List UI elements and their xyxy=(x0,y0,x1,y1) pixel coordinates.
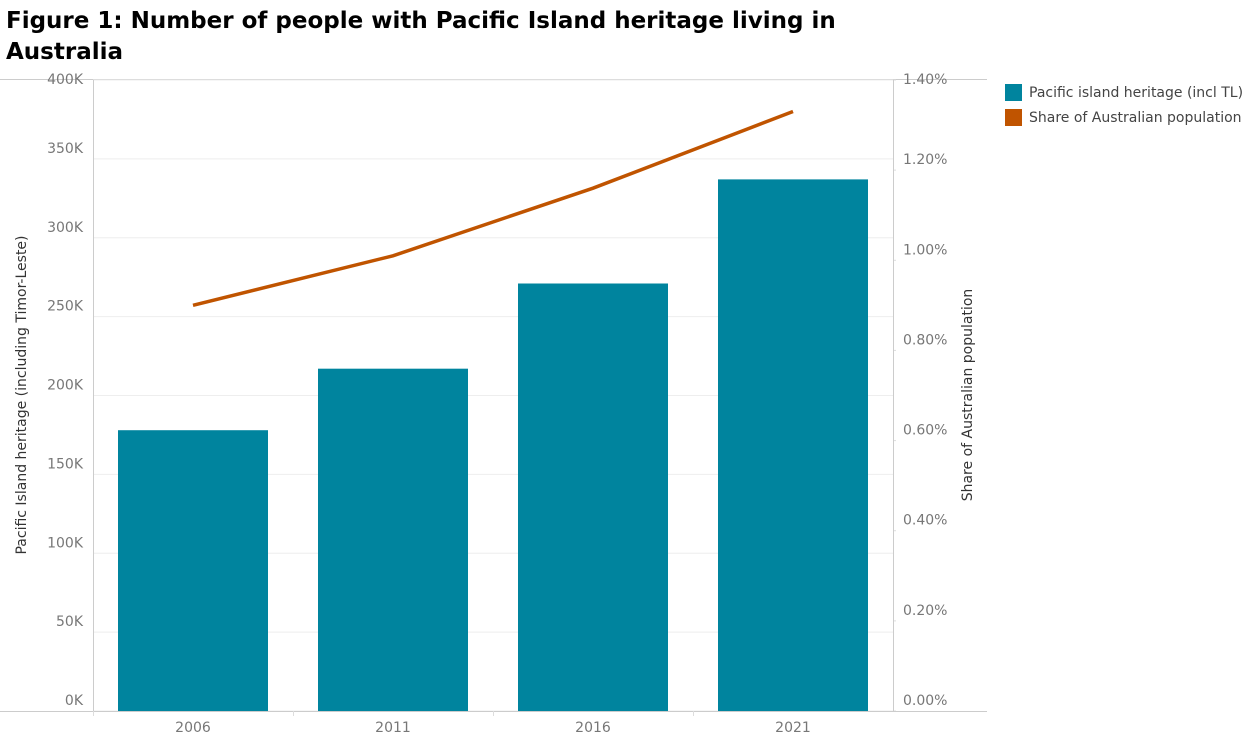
bar xyxy=(518,283,668,711)
y-axis-title: Pacific Island heritage (including Timor… xyxy=(14,235,30,554)
y2-tick-label: 1.40% xyxy=(903,72,947,88)
y-tick-label: 400K xyxy=(47,72,84,88)
bar xyxy=(318,368,468,711)
y-tick-label: 350K xyxy=(47,141,84,157)
y2-tick-label: 0.60% xyxy=(903,423,947,439)
chart-title: Figure 1: Number of people with Pacific … xyxy=(6,8,836,65)
legend-swatch xyxy=(1005,109,1022,126)
y-tick-label: 150K xyxy=(47,456,84,472)
y2-tick-label: 0.40% xyxy=(903,513,947,529)
x-tick-label: 2021 xyxy=(775,720,811,736)
y-tick-label: 250K xyxy=(47,299,84,315)
legend-label: Share of Australian population xyxy=(1029,110,1242,126)
y2-tick-label: 1.20% xyxy=(903,152,947,168)
y-tick-label: 100K xyxy=(47,535,84,551)
legend-swatch xyxy=(1005,84,1022,101)
y2-tick-label: 0.80% xyxy=(903,332,947,348)
x-tick-label: 2006 xyxy=(175,720,211,736)
legend-label: Pacific island heritage (incl TL) xyxy=(1029,85,1243,101)
y2-tick-label: 1.00% xyxy=(903,242,947,258)
y2-tick-label: 0.20% xyxy=(903,603,947,619)
bar xyxy=(118,430,268,711)
y-tick-label: 0K xyxy=(65,693,84,709)
y-tick-label: 50K xyxy=(56,614,84,630)
y-tick-label: 300K xyxy=(47,220,84,236)
y2-axis-title: Share of Australian population xyxy=(960,289,976,502)
line xyxy=(192,109,794,308)
y2-tick-label: 0.00% xyxy=(903,693,947,709)
y-tick-label: 200K xyxy=(47,378,84,394)
bar xyxy=(718,179,868,711)
x-tick-label: 2016 xyxy=(575,720,611,736)
x-tick-label: 2011 xyxy=(375,720,411,736)
